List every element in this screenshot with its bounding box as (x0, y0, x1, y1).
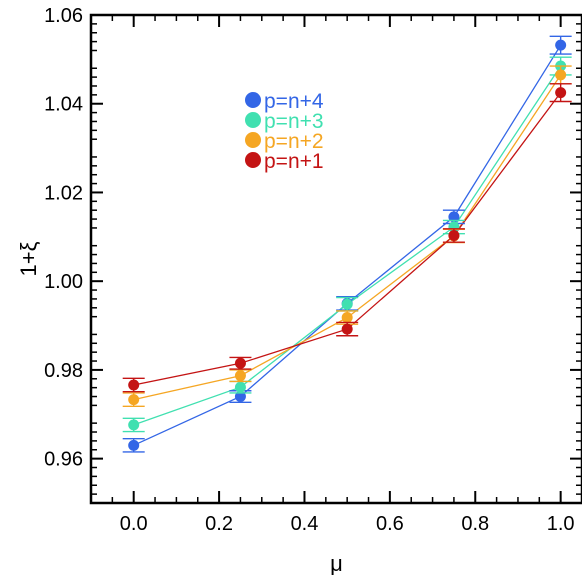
data-point (128, 394, 140, 406)
data-point (555, 39, 567, 51)
legend-label: p=n+1 (264, 150, 324, 173)
data-point (128, 419, 140, 431)
x-axis-title: μ (330, 551, 343, 576)
legend-label: p=n+4 (264, 90, 324, 113)
legend-marker (245, 112, 261, 128)
data-point (555, 87, 567, 99)
data-point (234, 391, 246, 403)
legend: p=n+4p=n+3p=n+2p=n+1 (245, 90, 324, 173)
y-tick-label: 1.00 (44, 271, 83, 293)
data-point (234, 357, 246, 369)
series-layer (122, 35, 572, 453)
legend-label: p=n+2 (264, 130, 324, 153)
x-tick-label: 1.0 (547, 513, 575, 535)
legend-marker (245, 132, 261, 148)
y-tick-label: 0.98 (44, 360, 83, 382)
plot-frame (89, 13, 582, 505)
data-point (448, 229, 460, 241)
axis-ticks (91, 14, 582, 503)
x-tick-label: 0.2 (205, 513, 233, 535)
series-line-p=n+3 (133, 65, 562, 426)
legend-marker (245, 92, 261, 108)
x-tick-label: 0.4 (291, 513, 319, 535)
data-point (128, 379, 140, 391)
x-tick-label: 0.8 (461, 513, 489, 535)
legend-marker (245, 152, 261, 168)
data-point (341, 298, 353, 310)
data-point (234, 381, 246, 393)
x-tick-label: 0.6 (376, 513, 404, 535)
data-point (128, 439, 140, 451)
y-tick-label: 0.96 (44, 449, 83, 471)
legend-label: p=n+3 (264, 110, 324, 133)
tick-labels: 0.0 0.2 0.4 0.6 0.8 1.0 0.96 0.98 1.00 1.02 1.04 1.… (44, 5, 574, 535)
y-tick-label: 1.04 (44, 94, 83, 116)
series-line-p=n+2 (133, 74, 562, 401)
data-point (555, 69, 567, 81)
series-line-p=n+1 (133, 92, 562, 386)
y-axis-title: 1+ξ (16, 241, 41, 276)
y-tick-label: 1.06 (44, 5, 83, 27)
data-point (341, 312, 353, 324)
data-point (234, 370, 246, 382)
x-tick-label: 0.0 (120, 513, 148, 535)
y-tick-label: 1.02 (44, 182, 83, 204)
data-point (341, 323, 353, 335)
data-point (448, 211, 460, 223)
